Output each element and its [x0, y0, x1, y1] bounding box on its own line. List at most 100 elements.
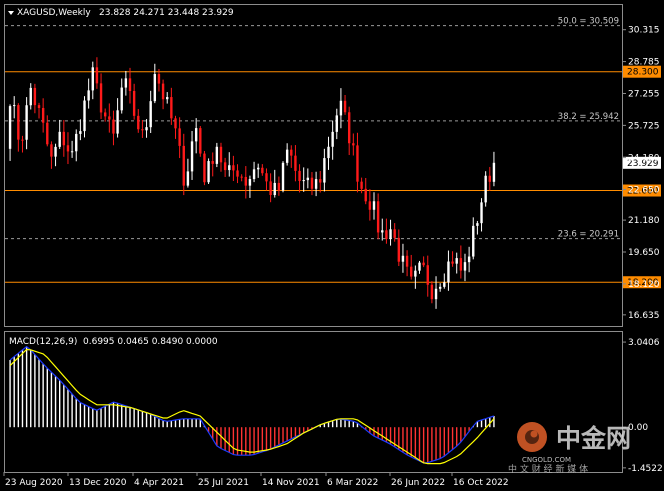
- candle-body: [257, 167, 260, 170]
- time-tick-label: 23 Aug 2020: [5, 478, 63, 488]
- level-price-tag-label: 18.200: [627, 278, 659, 288]
- candle-body: [310, 177, 314, 189]
- candle-body: [434, 288, 438, 300]
- candle-body: [314, 179, 318, 189]
- price-tick-label: 19.650: [628, 248, 660, 258]
- candle-body: [281, 162, 285, 191]
- candle-body: [381, 230, 384, 233]
- candle-body: [463, 262, 467, 271]
- candle-body: [273, 182, 276, 196]
- watermark-slogan: 中 文 财 经 新 媒 体: [508, 463, 588, 475]
- candle-body: [389, 229, 392, 239]
- macd-tick-label: 3.0406: [628, 338, 660, 348]
- candle-body: [376, 201, 380, 233]
- candle-body: [480, 202, 483, 224]
- candle-body: [194, 128, 198, 142]
- candle-body: [112, 119, 115, 134]
- candle-body: [244, 176, 247, 186]
- time-tick-label: 26 Jun 2022: [391, 478, 445, 488]
- candle-body: [335, 115, 338, 132]
- candle-body: [339, 100, 343, 116]
- candle-body: [261, 167, 264, 174]
- macd-histogram: [9, 346, 495, 464]
- candle-body: [430, 284, 434, 300]
- candle-body: [306, 177, 310, 181]
- candle-body: [79, 131, 82, 134]
- level-price-tag-label: 28.300: [627, 68, 659, 78]
- candle-body: [298, 170, 301, 181]
- candle-body: [66, 145, 70, 152]
- candle-body: [203, 153, 206, 183]
- price-tick-label: 16.635: [628, 311, 660, 321]
- candle-body: [103, 112, 107, 117]
- candle-body: [269, 181, 272, 196]
- level-price-tag: [623, 65, 661, 78]
- candle-body: [137, 115, 140, 130]
- current-price-label: 23.929: [627, 159, 659, 169]
- time-tick-label: 14 Nov 2021: [262, 478, 320, 488]
- watermark-brand: 中金网: [556, 424, 631, 453]
- price-tick-label: 27.255: [628, 89, 660, 99]
- candle-body: [124, 78, 128, 88]
- candle-body: [215, 146, 219, 164]
- time-tick-label: 4 Apr 2021: [134, 478, 184, 488]
- candle-body: [91, 67, 94, 91]
- candle-body: [29, 87, 32, 106]
- candle-body: [166, 97, 169, 100]
- candle-body: [290, 149, 293, 156]
- candle-body: [397, 237, 401, 262]
- candle-body: [426, 265, 429, 285]
- candle-body: [459, 258, 463, 271]
- candle-body: [157, 74, 161, 84]
- fib-level-label: 38.2 = 25.942: [558, 112, 619, 122]
- fib-level-label: 23.6 = 20.291: [558, 230, 619, 240]
- candle-body: [186, 171, 190, 186]
- candle-body: [319, 179, 322, 183]
- candle-body: [120, 87, 123, 111]
- signal-line: [9, 348, 495, 465]
- candle-body: [228, 165, 231, 171]
- candle-body: [199, 128, 202, 154]
- candle-body: [132, 90, 136, 116]
- price-tick-label: 18.120: [628, 280, 660, 290]
- candle-body: [364, 188, 367, 202]
- candle-body: [99, 83, 103, 113]
- candle-body: [472, 225, 475, 257]
- symbol-dropdown-icon[interactable]: [8, 11, 14, 15]
- candle-body: [161, 83, 165, 100]
- symbol-label: XAGUSD,Weekly: [17, 8, 91, 18]
- candle-body: [252, 169, 256, 180]
- candle-body: [236, 170, 239, 177]
- candle-body: [447, 261, 450, 283]
- candle-body: [385, 230, 388, 239]
- price-axis: 30.315 28.785 27.255 25.725 24.180 22.650 21.1…: [622, 26, 660, 321]
- candle-body: [219, 146, 223, 163]
- candle-body: [443, 282, 446, 287]
- candle-body: [87, 90, 90, 101]
- macd-values: 0.6995 0.0465 0.8490 0.0000: [83, 337, 218, 347]
- time-axis: 23 Aug 2020 13 Dec 2020 4 Apr 2021 25 Jul 2…: [3, 472, 509, 488]
- candle-body: [70, 151, 74, 153]
- candle-body: [174, 118, 177, 129]
- candle-body: [54, 146, 57, 157]
- candle-body: [21, 139, 24, 141]
- cngold-watermark: 中金网 CNGOLD.COM 中 文 财 经 新 媒 体: [508, 422, 631, 475]
- candle-body: [25, 105, 28, 140]
- candle-body: [484, 175, 487, 203]
- ohlc-readout: 23.828 24.271 23.448 23.929: [99, 8, 234, 18]
- macd-label: MACD(12,26,9): [9, 337, 77, 347]
- candle-body: [108, 116, 111, 120]
- candle-body: [410, 266, 413, 277]
- candle-body: [8, 106, 12, 149]
- candle-body: [95, 67, 99, 84]
- candle-body: [58, 131, 61, 147]
- candle-body: [37, 105, 41, 108]
- candle-body: [488, 175, 491, 182]
- horizontal-levels: 28.300 22.600 18.200 23.929: [5, 65, 661, 289]
- candle-body: [223, 162, 227, 171]
- candle-body: [418, 262, 421, 271]
- candle-body: [323, 158, 326, 183]
- candle-body: [17, 105, 20, 140]
- candle-body: [414, 270, 417, 277]
